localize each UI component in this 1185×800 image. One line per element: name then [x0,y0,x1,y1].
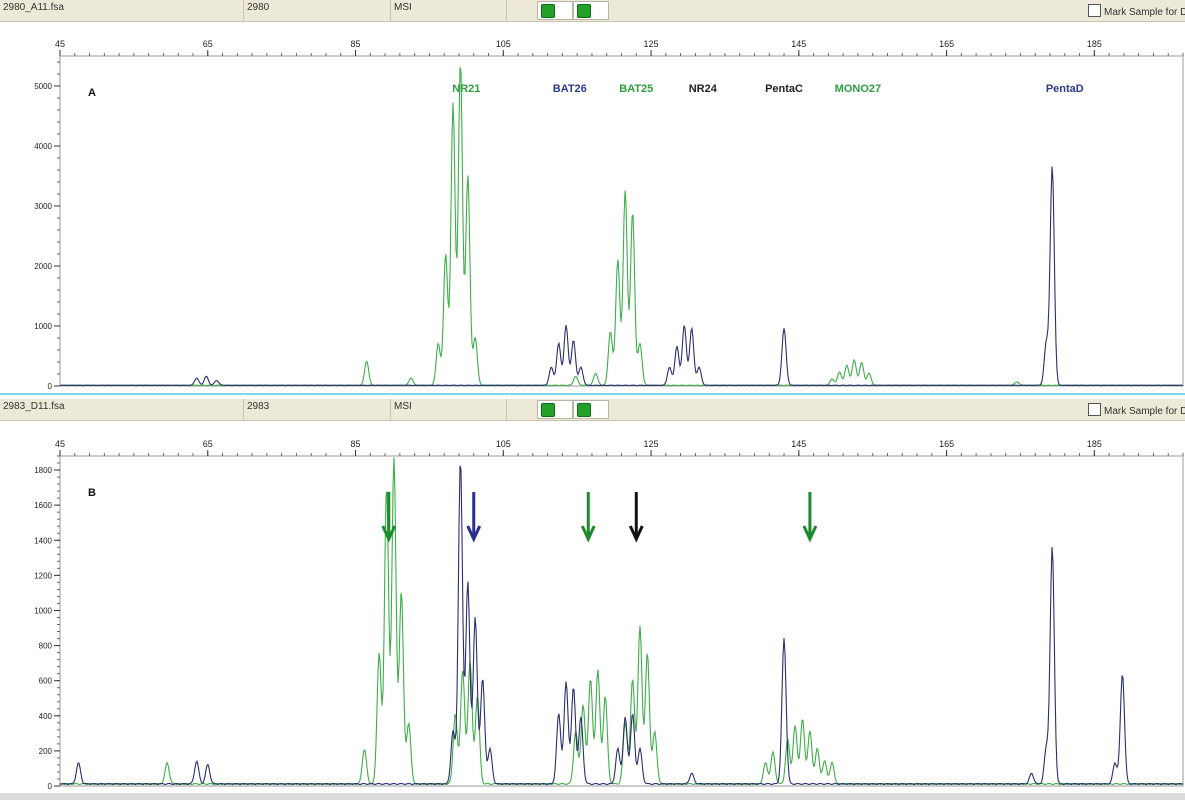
x-tick-label: 145 [791,439,806,449]
y-tick-label: 2000 [34,262,52,271]
electropherogram-a: 45 65 85 105 125 145 165 185 0 1000 2000 3000 4000 50… [34,39,1184,391]
checkbox-icon[interactable] [1088,403,1101,416]
sample-name-field: 2983 [244,399,391,420]
x-tick-label: 165 [939,39,954,49]
x-tick-label: 105 [496,439,511,449]
trace-series [59,465,1184,786]
mark-sample-checkbox[interactable]: Mark Sample for D [1088,403,1185,417]
trace-series [59,166,1184,387]
panel-label: B [88,487,96,499]
sample-header-b: 2983_D11.fsa 2983 MSI Mark Sample for D [0,399,1185,421]
dye-toggle-box[interactable] [573,1,609,20]
marker-label: BAT26 [553,83,587,95]
panel-separator [0,393,1185,395]
sample-name-field: 2980 [244,0,391,21]
y-tick-label: 0 [48,382,53,391]
arrow-icon [381,492,397,543]
mark-sample-label: Mark Sample for D [1104,7,1185,18]
marker-label: BAT25 [619,83,653,95]
arrow-icon [580,492,596,543]
y-tick-label: 0 [48,782,53,791]
marker-label: PentaC [765,83,803,95]
y-tick-label: 400 [39,712,53,721]
sample-header-a: 2980_A11.fsa 2980 MSI Mark Sample for D [0,0,1185,22]
arrow-icon [628,492,644,543]
mark-sample-checkbox[interactable]: Mark Sample for D [1088,4,1185,18]
trace-series [59,457,1184,786]
y-tick-label: 1400 [34,536,52,545]
dye-color-icon[interactable] [577,403,591,417]
y-tick-label: 600 [39,677,53,686]
x-tick-label: 165 [939,439,954,449]
y-tick-label: 200 [39,747,53,756]
dye-toggle-box[interactable] [537,1,573,20]
file-name-field: 2983_D11.fsa [0,399,244,420]
marker-label: MONO27 [835,83,881,95]
x-tick-label: 65 [203,439,213,449]
electropherogram-b: 45 65 85 105 125 145 165 185 0 200 400 600 800 1000 12… [34,439,1184,791]
file-name-field: 2980_A11.fsa [0,0,244,21]
marker-label: NR24 [689,83,718,95]
x-tick-label: 65 [203,39,213,49]
plot-frame [59,55,1184,387]
x-tick-label: 45 [55,39,65,49]
x-tick-label: 85 [351,439,361,449]
y-tick-label: 1600 [34,501,52,510]
y-tick-label: 1000 [34,606,52,615]
plot-frame [59,455,1184,787]
arrow-icon [802,492,818,543]
dye-color-icon[interactable] [577,4,591,18]
x-tick-label: 85 [351,39,361,49]
panel-name-field: MSI [391,399,507,420]
dye-toggle-box[interactable] [537,400,573,419]
y-tick-label: 5000 [34,82,52,91]
x-tick-label: 185 [1087,439,1102,449]
checkbox-icon[interactable] [1088,4,1101,17]
y-tick-label: 1200 [34,571,52,580]
dye-color-icon[interactable] [541,403,555,417]
x-tick-label: 125 [644,439,659,449]
panel-label: A [88,87,96,99]
x-tick-label: 145 [791,39,806,49]
dye-toggle-box[interactable] [573,400,609,419]
y-tick-label: 1800 [34,466,52,475]
marker-label: PentaD [1046,83,1084,95]
dye-color-icon[interactable] [541,4,555,18]
y-tick-label: 800 [39,642,53,651]
y-tick-label: 4000 [34,142,52,151]
x-tick-label: 185 [1087,39,1102,49]
marker-label: NR21 [452,83,480,95]
panel-name-field: MSI [391,0,507,21]
x-tick-label: 45 [55,439,65,449]
y-tick-label: 3000 [34,202,52,211]
arrow-icon [466,492,482,543]
y-tick-label: 1000 [34,322,52,331]
x-tick-label: 105 [496,39,511,49]
mark-sample-label: Mark Sample for D [1104,406,1185,417]
bottom-scroll-area[interactable] [0,793,1185,800]
x-tick-label: 125 [644,39,659,49]
